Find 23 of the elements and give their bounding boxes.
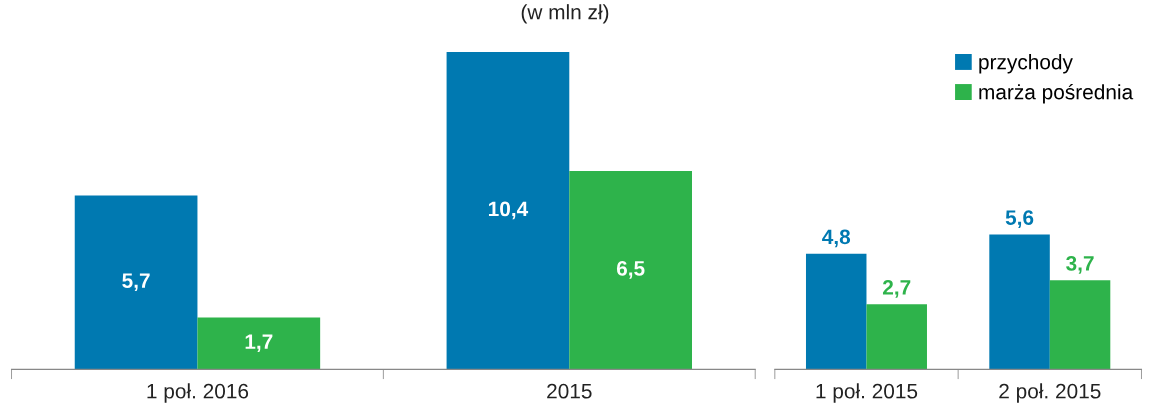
bar <box>1049 280 1111 370</box>
bar <box>446 52 570 370</box>
legend-label: marża pośrednia <box>979 83 1134 104</box>
x-tick-label: 2015 <box>547 383 592 399</box>
x-tick-label: 1 poł. 2015 <box>816 383 918 403</box>
data-label: 6,5 <box>616 261 645 279</box>
x-tick-label: 1 poł. 2016 <box>147 383 249 403</box>
data-label: 5,6 <box>1005 210 1034 228</box>
chart-title: (w mln zł) <box>521 4 609 24</box>
data-label: 3,7 <box>1066 255 1094 274</box>
bar <box>569 171 692 370</box>
data-label: 10,4 <box>488 201 529 220</box>
bar <box>989 234 1050 370</box>
bar <box>866 304 927 370</box>
legend-label: przychody <box>979 54 1073 74</box>
data-label: 2,7 <box>882 280 911 298</box>
bar <box>197 317 321 370</box>
data-label: 1,7 <box>245 334 273 353</box>
bar <box>805 253 867 370</box>
data-label: 5,7 <box>122 273 150 291</box>
x-tick-label: 2 poł. 2015 <box>999 383 1101 403</box>
data-label: 4,8 <box>822 229 851 248</box>
bar <box>74 195 198 370</box>
